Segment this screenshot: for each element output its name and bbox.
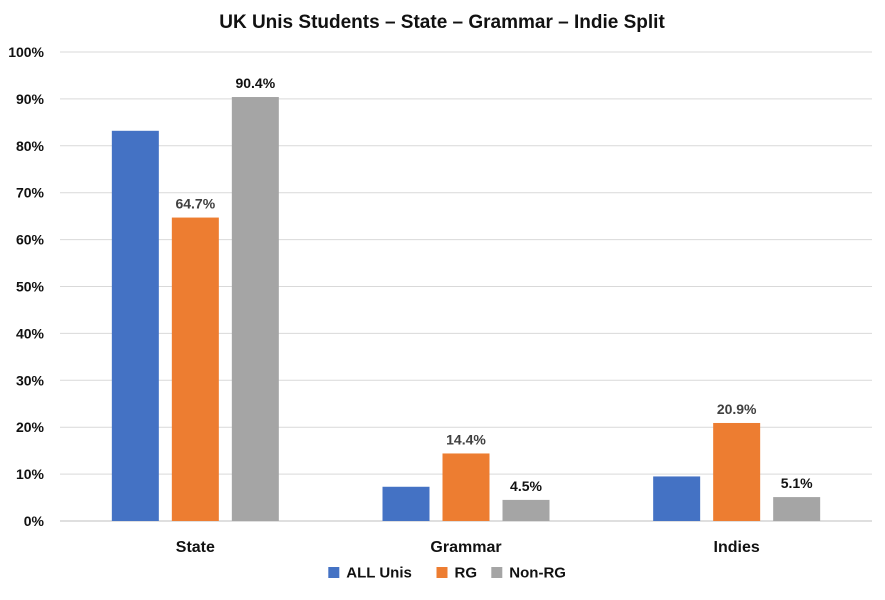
data-label: 20.9% (717, 401, 757, 417)
legend-swatch (491, 567, 503, 578)
y-tick-label: 90% (16, 91, 45, 107)
bar-all-unis-grammar (382, 486, 430, 521)
legend-swatch (436, 567, 448, 578)
bar-rg-grammar (442, 453, 490, 521)
x-category-label: Indies (714, 539, 760, 556)
chart-title: UK Unis Students – State – Grammar – Ind… (219, 12, 665, 33)
y-tick-label: 60% (16, 232, 45, 248)
bar-rg-indies (713, 422, 761, 521)
bar-all-unis-state (111, 130, 159, 522)
x-category-label: State (176, 539, 215, 556)
bar-all-unis-indies (653, 476, 701, 521)
y-tick-label: 80% (16, 138, 45, 154)
bar-non-rg-grammar (502, 499, 550, 521)
legend-label: Non-RG (509, 565, 566, 582)
data-label: 14.4% (446, 431, 486, 447)
y-tick-label: 40% (16, 325, 45, 341)
bar-rg-state (171, 217, 219, 521)
x-category-label: Grammar (430, 539, 501, 556)
data-label: 4.5% (510, 478, 542, 494)
bars: 64.7% 90.4% 14.4% 4.5% 20.9% 5.1% (111, 75, 821, 522)
data-label: 90.4% (235, 75, 275, 91)
bar-non-rg-indies (773, 497, 821, 521)
legend-label: RG (455, 565, 478, 582)
data-label: 64.7% (175, 196, 215, 212)
y-tick-label: 10% (16, 466, 45, 482)
x-axis: State Grammar Indies (176, 539, 760, 556)
legend-swatch (328, 567, 340, 578)
y-tick-label: 100% (8, 44, 44, 60)
y-tick-label: 70% (16, 185, 45, 201)
y-tick-label: 30% (16, 372, 45, 388)
y-axis: 0% 10% 20% 30% 40% 50% 60% 70% 80% 90% 100% (8, 44, 44, 529)
y-tick-label: 0% (24, 513, 45, 529)
y-tick-label: 20% (16, 419, 45, 435)
legend-label: ALL Unis (346, 565, 412, 582)
legend: ALL Unis RG Non-RG (328, 565, 566, 582)
y-tick-label: 50% (16, 279, 45, 295)
data-label: 5.1% (781, 475, 813, 491)
bar-non-rg-state (231, 97, 279, 522)
